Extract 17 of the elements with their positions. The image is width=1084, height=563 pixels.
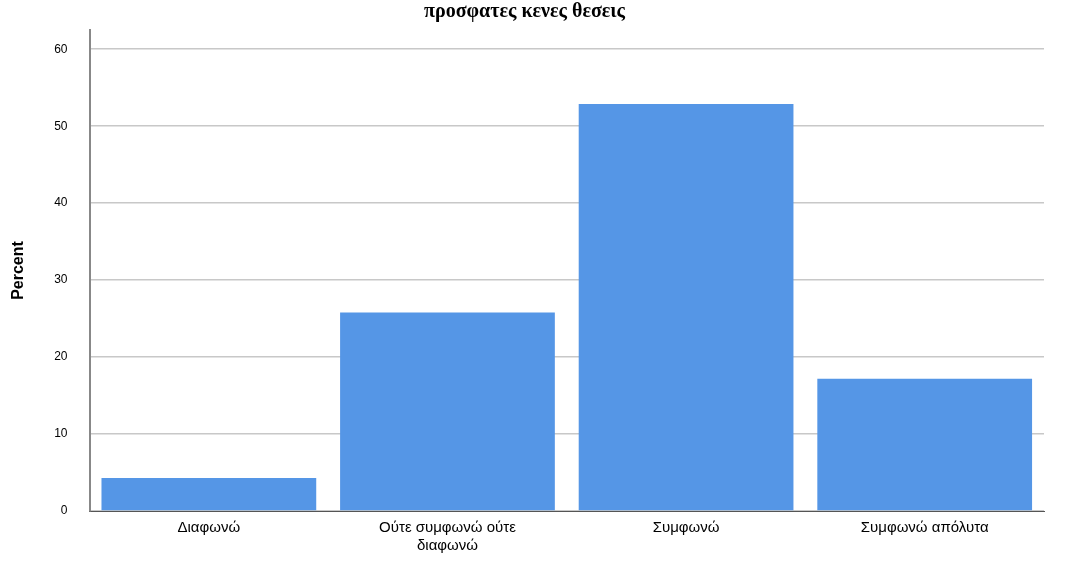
- y-tick-label: 20: [54, 349, 68, 364]
- y-tick-label: 40: [54, 195, 68, 210]
- y-axis-title: Percent: [9, 240, 27, 300]
- y-tick-label: 0: [60, 503, 68, 518]
- bar: [817, 378, 1033, 511]
- y-tick-label: 10: [54, 426, 68, 441]
- x-tick-label: Ούτε συμφωνώ ούτε διαφωνώ: [379, 518, 517, 554]
- x-tick-label: Συμφωνώ: [652, 518, 720, 536]
- x-tick-label: Διαφωνώ: [177, 518, 241, 536]
- bar: [101, 477, 317, 511]
- y-tick-label: 30: [54, 272, 68, 287]
- x-tick-label: Συμφωνώ απόλυτα: [860, 518, 989, 536]
- y-tick-label: 50: [54, 118, 68, 133]
- y-tick-label: 60: [54, 41, 68, 56]
- bar: [340, 312, 555, 511]
- chart-title: προσφατες κενες θεσεις: [424, 0, 626, 23]
- bar: [578, 103, 794, 511]
